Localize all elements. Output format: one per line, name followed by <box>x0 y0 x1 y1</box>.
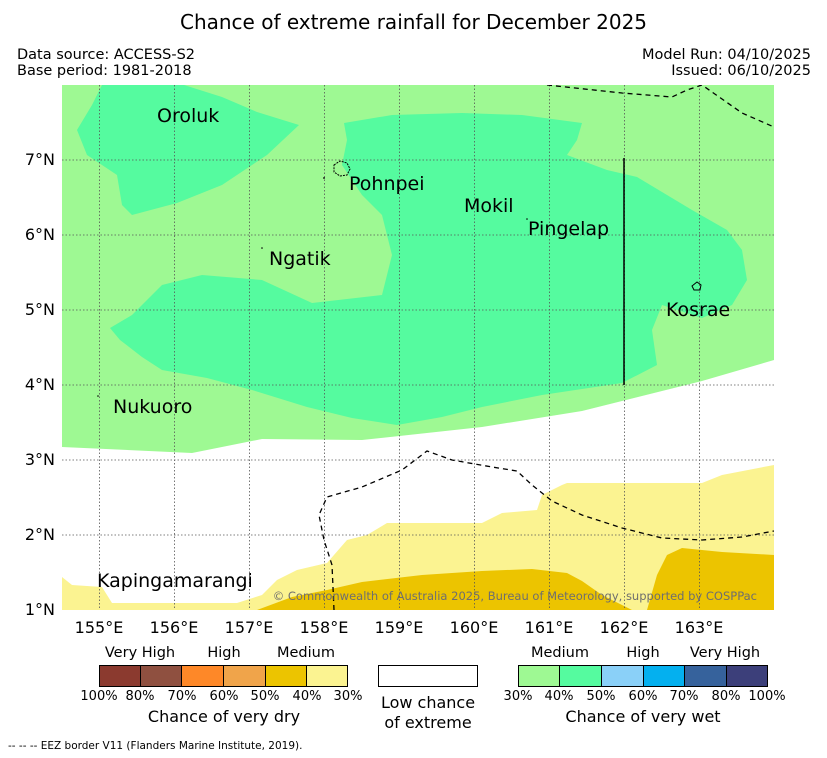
nukuoro-dot <box>97 395 99 397</box>
grid-lines <box>62 85 774 610</box>
x-tick: 163°E <box>674 618 724 637</box>
x-tick: 156°E <box>149 618 199 637</box>
place-label-nukuoro: Nukuoro <box>113 396 192 418</box>
dry-tick: 40% <box>292 689 322 704</box>
place-label-ngatik: Ngatik <box>269 248 331 270</box>
low-chance-caption-line2: of extreme <box>384 713 472 732</box>
y-tick: 5°N <box>24 300 55 319</box>
dry-high-region <box>257 569 632 610</box>
x-tick: 158°E <box>299 618 349 637</box>
pohnpei-island <box>333 160 351 177</box>
dry-legend-header: Medium <box>277 645 335 661</box>
wet-high-region-north <box>77 85 299 215</box>
dry-swatch <box>140 665 182 687</box>
place-label-pingelap: Pingelap <box>528 218 609 240</box>
wet-legend-header: Very High <box>689 645 761 661</box>
wet-tick: 80% <box>711 689 741 704</box>
x-tick: 161°E <box>524 618 574 637</box>
dry-tick: 80% <box>125 689 155 704</box>
y-tick: 4°N <box>24 375 55 394</box>
dry-swatch <box>265 665 307 687</box>
dry-swatch <box>223 665 266 687</box>
dry-tick: 100% <box>80 689 118 704</box>
y-tick: 2°N <box>24 525 55 544</box>
dry-high-region-east <box>647 548 774 610</box>
eez-footnote: -- -- -- EEZ border V11 (Flanders Marine… <box>8 740 303 752</box>
dry-tick: 30% <box>333 689 363 704</box>
x-tick: 159°E <box>374 618 424 637</box>
wet-tick: 40% <box>544 689 574 704</box>
wet-tick: 60% <box>628 689 658 704</box>
issued-date: Issued: 06/10/2025 <box>671 63 811 79</box>
y-tick: 3°N <box>24 450 55 469</box>
place-label-pohnpei: Pohnpei <box>349 173 425 195</box>
x-tick: 157°E <box>224 618 274 637</box>
pingelap-dot <box>526 218 528 220</box>
wet-swatch <box>684 665 727 687</box>
y-tick: 1°N <box>24 600 55 619</box>
place-label-kapingamarangi: Kapingamarangi <box>97 570 253 592</box>
base-period: Base period: 1981-2018 <box>17 63 192 79</box>
ngatik-dot <box>261 247 263 249</box>
place-label-mokil: Mokil <box>464 195 514 217</box>
rainfall-map: Oroluk Pohnpei Mokil Pingelap Ngatik Kos… <box>62 85 774 610</box>
wet-high-region-main <box>110 113 747 425</box>
wet-swatch <box>559 665 602 687</box>
dry-legend-header: Very High <box>104 645 176 661</box>
wet-legend-header: High <box>626 645 660 661</box>
wet-tick: 30% <box>503 689 533 704</box>
x-tick: 155°E <box>74 618 124 637</box>
dry-tick: 50% <box>250 689 280 704</box>
dry-legend-caption: Chance of very dry <box>147 707 301 726</box>
ant-atoll <box>323 177 325 179</box>
dry-legend-header: High <box>207 645 241 661</box>
chart-title: Chance of extreme rainfall for December … <box>179 10 648 34</box>
dry-tick: 70% <box>167 689 197 704</box>
place-label-kosrae: Kosrae <box>666 299 730 321</box>
eez-border <box>318 85 774 610</box>
wet-tick: 50% <box>586 689 616 704</box>
dry-swatch <box>181 665 224 687</box>
dry-tick: 60% <box>209 689 239 704</box>
wet-tick: 70% <box>669 689 699 704</box>
copyright-notice: © Commonwealth of Australia 2025, Bureau… <box>273 589 757 603</box>
y-tick: 7°N <box>24 150 55 169</box>
y-tick: 6°N <box>24 225 55 244</box>
wet-legend-caption: Chance of very wet <box>565 707 721 726</box>
wet-swatch <box>601 665 644 687</box>
wet-tick: 100% <box>748 689 786 704</box>
x-tick: 160°E <box>449 618 499 637</box>
x-tick: 162°E <box>599 618 649 637</box>
wet-swatch <box>518 665 560 687</box>
place-label-oroluk: Oroluk <box>157 105 219 127</box>
dry-swatch <box>306 665 348 687</box>
model-run: Model Run: 04/10/2025 <box>641 47 811 63</box>
wet-swatch <box>726 665 768 687</box>
wet-legend-header: Medium <box>531 645 589 661</box>
wet-swatch <box>643 665 685 687</box>
dry-medium-region <box>62 465 774 610</box>
low-chance-swatch <box>378 665 478 687</box>
low-chance-caption-line1: Low chance <box>380 693 476 712</box>
dry-swatch <box>99 665 141 687</box>
data-source: Data source: ACCESS-S2 <box>17 47 196 63</box>
kosrae-island <box>691 281 702 291</box>
